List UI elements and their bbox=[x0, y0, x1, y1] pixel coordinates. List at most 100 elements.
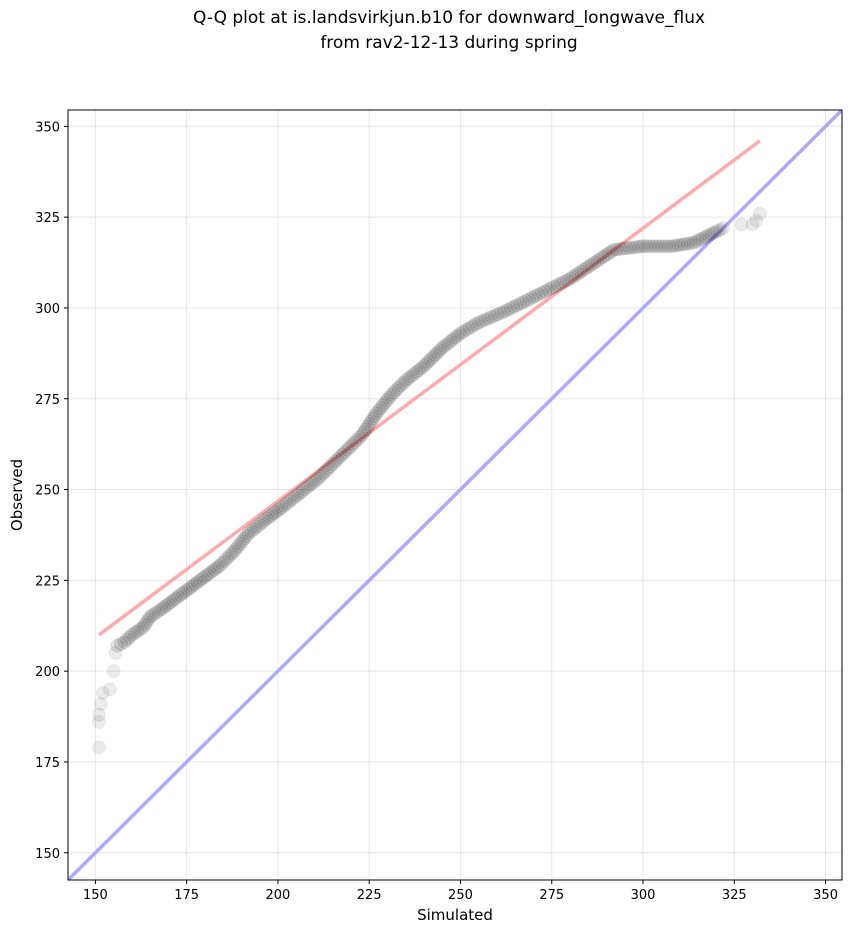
quantile-point bbox=[154, 602, 169, 617]
quantile-point bbox=[668, 238, 683, 253]
quantile-point bbox=[391, 380, 406, 395]
quantile-point bbox=[205, 564, 220, 579]
fit-line bbox=[97, 139, 761, 637]
quantile-point bbox=[680, 236, 695, 251]
quantile-point bbox=[282, 494, 297, 509]
quantile-point bbox=[474, 314, 489, 329]
quantile-point bbox=[471, 315, 486, 330]
quantile-point bbox=[106, 664, 121, 679]
quantile-point bbox=[590, 253, 605, 268]
quantile-point bbox=[352, 430, 367, 445]
quantile-point bbox=[224, 546, 239, 561]
quantile-point bbox=[411, 363, 426, 378]
quantile-point bbox=[448, 330, 463, 345]
quantile-point bbox=[716, 221, 731, 236]
quantile-point bbox=[713, 222, 728, 237]
quantile-point bbox=[450, 328, 465, 343]
quantile-point bbox=[497, 304, 512, 319]
quantile-point bbox=[745, 217, 760, 232]
quantile-point bbox=[235, 533, 250, 548]
x-tick-label: 275 bbox=[539, 888, 564, 903]
quantile-point bbox=[362, 417, 377, 432]
quantile-point bbox=[354, 428, 369, 443]
quantile-point bbox=[403, 369, 418, 384]
quantile-point bbox=[462, 320, 477, 335]
quantile-point bbox=[188, 576, 203, 591]
quantile-point bbox=[553, 276, 568, 291]
quantile-point bbox=[396, 376, 411, 391]
quantile-point bbox=[440, 336, 455, 351]
quantile-point bbox=[556, 275, 571, 290]
quantile-point bbox=[707, 225, 722, 240]
quantile-point bbox=[92, 707, 107, 722]
quantile-point bbox=[231, 539, 246, 554]
quantile-point bbox=[658, 239, 673, 254]
quantile-point bbox=[342, 440, 357, 455]
quantile-point bbox=[749, 213, 764, 228]
quantile-point bbox=[512, 296, 527, 311]
quantile-point bbox=[151, 604, 166, 619]
quantile-point bbox=[375, 398, 390, 413]
quantile-point bbox=[102, 682, 117, 697]
quantile-point bbox=[233, 536, 248, 551]
quantile-point bbox=[629, 240, 644, 255]
chart-title-line2: from rav2-12-13 during spring bbox=[320, 33, 577, 53]
quantile-point bbox=[459, 322, 474, 337]
quantile-point bbox=[308, 473, 323, 488]
quantile-point bbox=[193, 573, 208, 588]
quantile-point bbox=[313, 469, 328, 484]
quantile-point bbox=[525, 290, 540, 305]
quantile-point bbox=[298, 482, 313, 497]
quantile-point bbox=[110, 638, 125, 653]
quantile-point bbox=[318, 464, 333, 479]
quantile-point bbox=[734, 217, 749, 232]
quantile-point bbox=[269, 504, 284, 519]
quantile-point bbox=[195, 571, 210, 586]
quantile-point bbox=[168, 591, 183, 606]
quantile-point bbox=[604, 244, 619, 259]
quantile-point bbox=[568, 268, 583, 283]
quantile-point bbox=[229, 541, 244, 556]
quantile-point bbox=[544, 281, 559, 296]
quantile-point bbox=[183, 580, 198, 595]
quantile-point bbox=[619, 241, 634, 256]
quantile-point bbox=[674, 237, 689, 252]
quantile-point bbox=[481, 311, 496, 326]
quantile-point bbox=[382, 390, 397, 405]
quantile-point bbox=[210, 560, 225, 575]
quantile-point bbox=[185, 578, 200, 593]
y-tick-label: 150 bbox=[35, 847, 60, 862]
quantile-point bbox=[632, 239, 647, 254]
quantile-point bbox=[409, 365, 424, 380]
x-tick-label: 175 bbox=[174, 888, 199, 903]
quantile-point bbox=[367, 409, 382, 424]
quantile-point bbox=[416, 359, 431, 374]
quantile-point bbox=[579, 260, 594, 275]
quantile-point bbox=[414, 361, 429, 376]
quantile-point bbox=[158, 598, 173, 613]
quantile-point bbox=[563, 271, 578, 286]
quantile-point bbox=[92, 715, 107, 730]
quantile-point bbox=[490, 307, 505, 322]
quantile-point bbox=[305, 475, 320, 490]
quantile-point bbox=[428, 347, 443, 362]
quantile-point bbox=[582, 259, 597, 274]
quantile-point bbox=[550, 278, 565, 293]
quantile-point bbox=[93, 696, 108, 711]
quantile-point bbox=[176, 586, 191, 601]
quantile-point bbox=[565, 270, 580, 285]
quantile-point bbox=[95, 685, 110, 700]
quantile-point bbox=[214, 556, 229, 571]
quantile-point bbox=[135, 620, 150, 635]
quantile-point bbox=[360, 419, 375, 434]
quantile-point bbox=[166, 593, 181, 608]
x-tick-label: 325 bbox=[722, 888, 747, 903]
quantile-point bbox=[133, 622, 148, 637]
quantile-point bbox=[559, 273, 574, 288]
quantile-point bbox=[254, 515, 269, 530]
quantile-point bbox=[623, 240, 638, 255]
y-tick-label: 200 bbox=[35, 665, 60, 680]
quantile-point bbox=[249, 519, 264, 534]
quantile-point bbox=[202, 566, 217, 581]
